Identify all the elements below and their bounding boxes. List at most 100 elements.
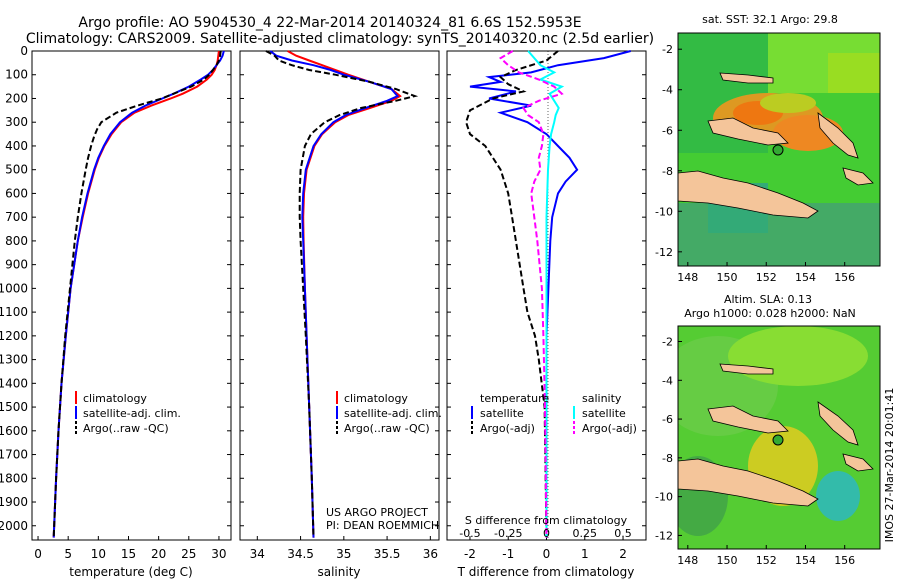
depth-axis: 0 100 200 300 400 500 600 700 800 900 1000 1100 1200… bbox=[0, 44, 646, 533]
map-x-tick-label: 150 bbox=[717, 554, 738, 567]
x-tick-label: 30 bbox=[211, 547, 226, 561]
x-tick-label: 0 bbox=[34, 547, 42, 561]
legend-label-argo: Argo(..raw -QC) bbox=[83, 422, 169, 435]
top-tick-label: -0.25 bbox=[494, 527, 522, 540]
solomon-land bbox=[842, 453, 874, 472]
x-tick-label: 5 bbox=[64, 547, 72, 561]
series-line-temperature-argo-adj- bbox=[465, 50, 559, 538]
difference-x-axis: -2 -1 0 1 2 bbox=[464, 536, 627, 561]
temperature-xlabel: temperature (deg C) bbox=[69, 565, 192, 579]
sla-map: Altim. SLA: 0.13 Argo h1000: 0.028 h2000… bbox=[655, 293, 881, 567]
new-britain-land bbox=[707, 117, 789, 146]
map-y-tick-label: -12 bbox=[655, 246, 673, 259]
depth-tick-label: 600 bbox=[5, 186, 28, 200]
title-line-1: Argo profile: AO 5904530_4 22-Mar-2014 2… bbox=[78, 15, 581, 31]
bougainville-land bbox=[817, 401, 859, 446]
depth-tick-label: 1300 bbox=[0, 353, 28, 367]
map-y-tick-label: -6 bbox=[662, 413, 673, 426]
depth-tick-label: 1600 bbox=[0, 424, 28, 438]
temperature-legend: climatology satellite-adj. clim. Argo(..… bbox=[75, 391, 181, 435]
x-tick-label: 0 bbox=[543, 547, 551, 561]
sst-map-title: sat. SST: 32.1 Argo: 29.8 bbox=[702, 13, 838, 26]
project-annotation-2: PI: DEAN ROEMMICH bbox=[326, 519, 439, 532]
sst-map: sat. SST: 32.1 Argo: 29.8 148 150 152 154 15… bbox=[655, 13, 881, 284]
depth-tick-label: 500 bbox=[5, 163, 28, 177]
sst-map-canvas bbox=[678, 33, 880, 266]
sla-map-frame bbox=[677, 325, 881, 550]
depth-tick-label: 800 bbox=[5, 234, 28, 248]
legend-temperature-title: temperature bbox=[480, 392, 549, 405]
sla-map-title-1: Altim. SLA: 0.13 bbox=[724, 293, 812, 306]
depth-tick-label: 1100 bbox=[0, 305, 28, 319]
new-guinea-land bbox=[678, 170, 819, 219]
series-line-salinity-satellite bbox=[527, 50, 565, 538]
depth-tick-label: 1400 bbox=[0, 376, 28, 390]
map-y-tick-label: -10 bbox=[655, 491, 673, 504]
x-tick-label: 35.5 bbox=[374, 547, 401, 561]
legend-label-climatology: climatology bbox=[344, 392, 408, 405]
legend-label-argo: Argo(..raw -QC) bbox=[344, 422, 430, 435]
depth-tick-label: 2000 bbox=[0, 519, 28, 533]
salinity-lines bbox=[265, 50, 419, 538]
imos-timestamp: IMOS 27-Mar-2014 20:01:41 bbox=[883, 388, 896, 543]
salinity-xlabel: salinity bbox=[317, 565, 360, 579]
x-tick-label: 10 bbox=[91, 547, 106, 561]
depth-tick-label: 100 bbox=[5, 68, 28, 82]
map-y-tick-label: -4 bbox=[662, 84, 673, 97]
depth-tick-label: 700 bbox=[5, 210, 28, 224]
project-annotation-1: US ARGO PROJECT bbox=[326, 506, 428, 519]
depth-tick-label: 1800 bbox=[0, 471, 28, 485]
x-tick-label: 34 bbox=[250, 547, 265, 561]
temperature-x-axis: 0 5 10 15 20 25 30 bbox=[34, 536, 227, 561]
title-line-2: Climatology: CARS2009. Satellite-adjuste… bbox=[26, 31, 654, 47]
legend-label-sal-argo: Argo(-adj) bbox=[582, 422, 637, 435]
legend-label-satellite: satellite-adj. clim. bbox=[83, 407, 181, 420]
map-y-tick-label: -8 bbox=[662, 165, 673, 178]
map-y-tick-label: -2 bbox=[662, 43, 673, 56]
map-x-tick-label: 152 bbox=[756, 554, 777, 567]
map-x-tick-label: 150 bbox=[717, 271, 738, 284]
new-ireland-land bbox=[719, 72, 774, 84]
map-x-tick-label: 156 bbox=[834, 271, 855, 284]
temperature-axes-box bbox=[31, 50, 232, 541]
map-y-tick-label: -4 bbox=[662, 374, 673, 387]
difference-lines bbox=[465, 50, 631, 538]
new-ireland-land bbox=[719, 363, 774, 375]
temperature-lines bbox=[52, 50, 225, 538]
series-line-argo-raw-qc- bbox=[265, 50, 419, 538]
top-tick-label: -0.5 bbox=[459, 527, 480, 540]
x-tick-label: -1 bbox=[502, 547, 514, 561]
x-tick-label: 36 bbox=[423, 547, 438, 561]
bougainville-land bbox=[817, 112, 859, 159]
map-y-tick-label: -2 bbox=[662, 336, 673, 349]
difference-legend: temperature salinity satellite Argo(-adj… bbox=[471, 392, 637, 435]
t-difference-label: T difference from climatology bbox=[457, 565, 635, 579]
sla-field-north bbox=[728, 326, 868, 386]
series-line-satellite-adj-clim- bbox=[52, 50, 225, 538]
series-line-satellite-adj-clim- bbox=[269, 50, 400, 538]
map-y-tick-label: -10 bbox=[655, 205, 673, 218]
s-difference-label: S difference from climatology bbox=[465, 514, 628, 527]
depth-tick-label: 300 bbox=[5, 115, 28, 129]
map-x-tick-label: 152 bbox=[756, 271, 777, 284]
new-britain-land bbox=[707, 405, 789, 434]
map-x-tick-label: 148 bbox=[677, 554, 698, 567]
legend-label-temp-argo: Argo(-adj) bbox=[480, 422, 535, 435]
legend-salinity-title: salinity bbox=[582, 392, 622, 405]
legend-label-temp-satellite: satellite bbox=[480, 407, 524, 420]
map-x-tick-label: 156 bbox=[834, 554, 855, 567]
depth-tick-label: 1200 bbox=[0, 329, 28, 343]
difference-panel: -2 -1 0 1 2 S difference from climatology -0… bbox=[446, 50, 647, 579]
legend-label-sal-satellite: satellite bbox=[582, 407, 626, 420]
top-tick-label: 0.5 bbox=[614, 527, 632, 540]
depth-tick-label: 1000 bbox=[0, 281, 28, 295]
series-line-temperature-satellite bbox=[469, 50, 631, 538]
depth-tick-label: 400 bbox=[5, 139, 28, 153]
salinity-panel: 34 34.5 35 35.5 36 salinity climatology sate… bbox=[239, 50, 442, 579]
new-guinea-land bbox=[678, 458, 819, 507]
depth-tick-label: 1500 bbox=[0, 400, 28, 414]
sla-map-canvas bbox=[678, 326, 880, 549]
sla-low-patch bbox=[816, 471, 860, 521]
top-tick-label: 0.25 bbox=[573, 527, 598, 540]
